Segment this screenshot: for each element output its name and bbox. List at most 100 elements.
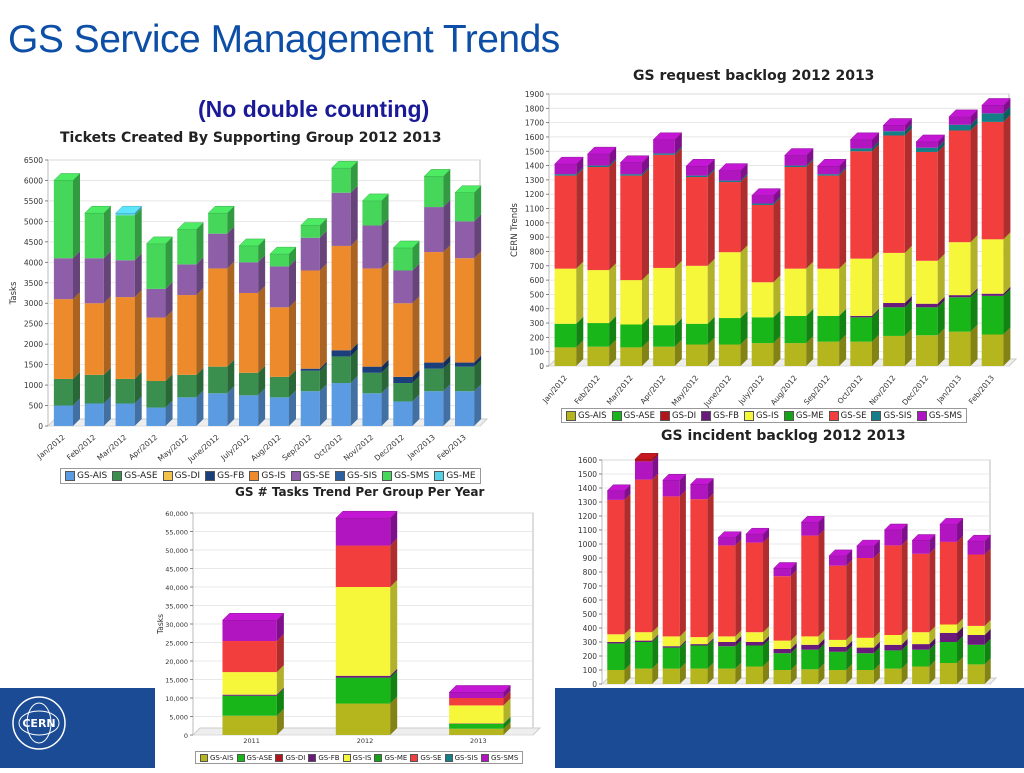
bar-request-gs-ase — [785, 316, 807, 343]
legend-swatch — [65, 471, 75, 481]
bar-top-tasks_year — [336, 511, 397, 518]
bar-incident-gs-ase — [912, 650, 929, 667]
bar-incident-gs-se — [801, 536, 818, 637]
legend-swatch — [112, 471, 122, 481]
bar-side-incident-gs-se — [652, 474, 658, 633]
bar-request-gs-sms — [686, 166, 708, 175]
bar-request-gs-se — [587, 167, 609, 270]
bar-top-tasks_year — [449, 685, 510, 692]
bar-request-gs-is — [949, 242, 971, 295]
bar-tickets-gs-is — [424, 252, 443, 362]
legend-item: GS-SMS — [382, 471, 429, 481]
bar-tickets-gs-ais — [301, 391, 320, 426]
bar-side-incident-gs-se — [985, 549, 991, 626]
bar-incident-gs-ase — [718, 646, 735, 668]
bar-tickets-gs-sms — [208, 213, 227, 233]
bar-side-tickets-gs-se — [382, 218, 389, 268]
legend-label: GS-FB — [713, 411, 739, 421]
bar-side-request-gs-se — [905, 129, 912, 253]
bar-incident-gs-ase — [801, 650, 818, 670]
bar-tasks_year-gs-se — [336, 546, 390, 587]
bar-tickets-gs-is — [270, 307, 289, 377]
legend-item: GS-SE — [291, 471, 330, 481]
bar-request-gs-ase — [719, 318, 741, 344]
bar-side-incident-gs-se — [735, 539, 741, 636]
bar-incident-gs-is — [801, 636, 818, 644]
bar-tickets-gs-ais — [239, 395, 258, 426]
y-tick-label: 20,000 — [165, 658, 188, 666]
bar-request-gs-ais — [817, 342, 839, 366]
bar-tickets-gs-ase — [116, 379, 135, 404]
bar-incident-gs-sms — [635, 461, 652, 479]
bar-tickets-gs-sms — [239, 246, 258, 262]
bar-incident-gs-is — [884, 635, 901, 645]
bar-side-tickets-gs-ais — [351, 376, 358, 426]
bar-tickets-gs-se — [239, 262, 258, 293]
bar-side-request-gs-is — [806, 262, 813, 316]
bar-tickets-gs-sms — [270, 254, 289, 266]
legend-swatch — [829, 411, 839, 421]
y-tick-label: 300 — [530, 319, 545, 328]
x-tick-label: Feb/2012 — [572, 373, 601, 406]
bar-incident-gs-fb — [663, 646, 680, 647]
bar-side-request-gs-se — [806, 160, 813, 269]
legend-swatch — [374, 754, 382, 762]
bar-request-gs-sis — [620, 174, 642, 175]
bar-top-tasks_year — [222, 613, 283, 620]
y-tick-label: 15,000 — [165, 677, 188, 685]
y-tick-label: 500 — [583, 610, 598, 619]
bar-incident-gs-se — [774, 576, 791, 640]
bar-side-request-gs-is — [938, 254, 945, 304]
legend-item: GS-FB — [308, 754, 339, 762]
bar-request-gs-ais — [686, 345, 708, 366]
legend-item: GS-ME — [784, 411, 824, 421]
bar-side-incident-gs-se — [929, 548, 935, 632]
bar-incident-gs-is — [857, 638, 874, 648]
y-tick-label: 6000 — [24, 176, 43, 185]
legend-item: GS-SIS — [445, 754, 478, 762]
bar-request-gs-is — [653, 268, 675, 325]
y-tick-label: 600 — [583, 596, 598, 605]
bar-side-tickets-gs-is — [73, 292, 80, 379]
legend-item: GS-IS — [249, 471, 285, 481]
y-tick-label: 1000 — [525, 219, 544, 228]
bar-incident-gs-ase — [635, 642, 652, 669]
bar-incident-gs-se — [829, 566, 846, 640]
y-tick-label: 1900 — [525, 90, 544, 99]
y-tick-label: 600 — [530, 276, 545, 285]
bar-tickets-gs-se — [332, 193, 351, 246]
bar-side-request-gs-se — [1003, 115, 1010, 239]
bar-incident-gs-ase — [884, 650, 901, 668]
bar-request-gs-is — [752, 282, 774, 317]
bar-incident-gs-fb — [857, 648, 874, 654]
x-tick-label: Jan/2013 — [934, 373, 963, 405]
bar-tickets-gs-ais — [208, 393, 227, 426]
bar-incident-gs-sms — [968, 541, 985, 554]
legend-swatch — [784, 411, 794, 421]
bar-side-tickets-gs-sms — [104, 206, 111, 258]
bar-tickets-gs-ais — [270, 397, 289, 426]
y-tick-label: 0 — [184, 732, 188, 740]
bar-incident-gs-is — [829, 640, 846, 647]
bar-request-gs-sms — [883, 125, 905, 131]
bar-tickets-gs-fb — [455, 363, 474, 367]
bar-tickets-gs-ais — [393, 401, 412, 426]
floor-plane — [48, 419, 487, 426]
y-tick-label: 25,000 — [165, 640, 188, 648]
bar-request-gs-ase — [653, 325, 675, 346]
bar-side-tickets-gs-se — [289, 259, 296, 307]
bar-incident-gs-ais — [663, 669, 680, 684]
y-tick-label: 3000 — [24, 299, 43, 308]
bar-side-tickets-gs-is — [474, 251, 481, 362]
bar-incident-gs-ais — [857, 670, 874, 684]
bar-incident-gs-se — [968, 555, 985, 626]
bar-side-tickets-gs-se — [227, 227, 234, 269]
bar-incident-gs-ase — [968, 645, 985, 665]
bar-tickets-gs-ais — [332, 383, 351, 426]
bar-tickets-gs-me — [116, 213, 135, 215]
legend-item: GS-ASE — [112, 471, 157, 481]
y-tick-label: 1400 — [525, 162, 544, 171]
bar-side-incident-gs-se — [708, 493, 714, 637]
bar-side-tickets-gs-ais — [474, 384, 481, 426]
bar-incident-gs-sms — [940, 524, 957, 542]
